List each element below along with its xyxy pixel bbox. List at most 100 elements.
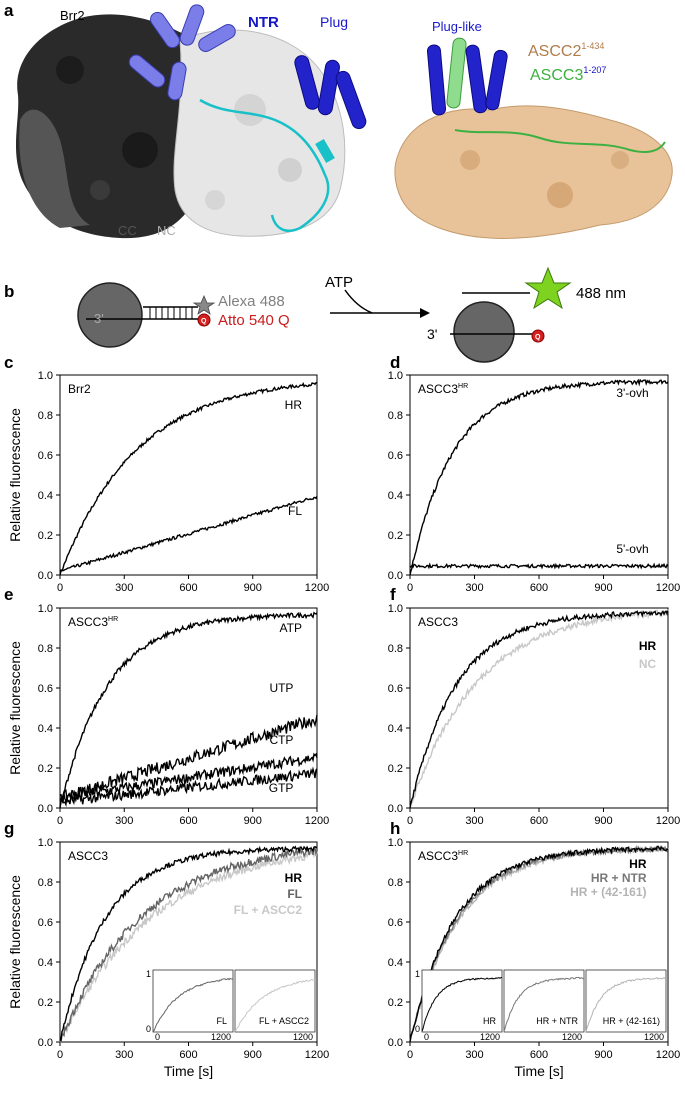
- beta-strand: [315, 138, 335, 164]
- ntr-linker-trace: [199, 98, 330, 232]
- chart-title: ASCC3HR: [68, 615, 118, 629]
- inset-plot: FL + ASCC2 1200: [234, 969, 316, 1042]
- label-ascc2: ASCC21-434: [528, 41, 604, 60]
- chart-title: ASCC3: [418, 615, 458, 629]
- y-tick-label: 0.2: [388, 530, 403, 542]
- three-prime-left: 3': [94, 311, 104, 326]
- y-tick-label: 0.6: [388, 917, 403, 929]
- y-axis-title: Relative fluorescence: [7, 641, 23, 775]
- ntr-helices: [128, 4, 236, 101]
- chart-title: ASCC3HR: [418, 849, 468, 863]
- panel-letter-h: h: [390, 819, 400, 838]
- chart-title: Brr2: [68, 382, 91, 396]
- x-tick-label: 900: [594, 815, 612, 827]
- inset-ytop: 1: [146, 969, 151, 979]
- panel-letter-a: a: [4, 1, 14, 20]
- y-tick-label: 0.4: [388, 957, 403, 969]
- plug-like-helices: [426, 37, 508, 116]
- inset-ybottom: 0: [415, 1024, 420, 1034]
- series-line-5-ovh: [409, 562, 669, 570]
- fluorophore-star-small: [192, 294, 216, 315]
- inset-series-line: [152, 977, 234, 1033]
- inset-xright: 1200: [480, 1032, 500, 1042]
- panel-letter-g: g: [4, 819, 14, 838]
- series-line-fl: [59, 495, 318, 572]
- y-tick-label: 1.0: [388, 370, 403, 382]
- x-tick-label: 0: [407, 1049, 413, 1061]
- y-tick-label: 1.0: [388, 837, 403, 849]
- y-tick-label: 0.8: [38, 643, 53, 655]
- panel-letter-f: f: [390, 585, 396, 604]
- y-tick-label: 0.4: [38, 490, 53, 502]
- series-label: NC: [639, 657, 657, 671]
- x-tick-label: 300: [465, 1049, 483, 1061]
- series-label: CTP: [269, 733, 293, 747]
- fluorophore-star-large: [524, 266, 572, 310]
- y-tick-label: 0.6: [38, 683, 53, 695]
- y-tick-label: 0.4: [388, 723, 403, 735]
- x-tick-label: 0: [57, 815, 63, 827]
- x-tick-label: 300: [465, 815, 483, 827]
- x-tick-label: 600: [179, 815, 197, 827]
- chart-panel-c: c 0 300 600 900 1200 0.0 0.2 0.4 0.6 0.8 1.0 Relativ…: [4, 353, 329, 594]
- quencher-left: [197, 313, 211, 327]
- panel-a: a: [4, 1, 673, 239]
- x-tick-label: 900: [244, 815, 262, 827]
- inset-frame: [421, 969, 503, 1033]
- series-line-hr: [409, 609, 669, 809]
- series-label: GTP: [269, 781, 294, 795]
- y-tick-label: 0.8: [38, 877, 53, 889]
- atp-curve: [344, 289, 373, 314]
- series-label: HR: [629, 857, 647, 871]
- x-tick-label: 900: [244, 582, 262, 594]
- y-tick-label: 0.0: [388, 803, 403, 815]
- inset-frame: [585, 969, 667, 1033]
- label-atp: ATP: [325, 274, 353, 291]
- chart-panel-e: e 0 300 600 900 1200 0.0 0.2 0.4 0.6 0.8 1.0 Relativ…: [4, 585, 329, 827]
- y-tick-label: 0.2: [38, 530, 53, 542]
- label-plug-like: Plug-like: [432, 19, 482, 34]
- label-brr2: Brr2: [60, 8, 85, 23]
- series-label: HR: [285, 398, 303, 412]
- x-tick-label: 1200: [656, 815, 680, 827]
- x-tick-label: 600: [179, 582, 197, 594]
- x-tick-label: 1200: [305, 1049, 329, 1061]
- y-axis-title: Relative fluorescence: [7, 875, 23, 1009]
- series-line-hr: [59, 381, 318, 576]
- x-tick-label: 600: [530, 582, 548, 594]
- series-line-hr: [409, 845, 669, 1043]
- x-tick-label: 600: [530, 1049, 548, 1061]
- series-label: HR + (42-161): [570, 885, 646, 899]
- reaction-arrowhead: [420, 308, 430, 318]
- series-label: HR: [285, 871, 303, 885]
- x-tick-label: 0: [57, 582, 63, 594]
- label-ntr: NTR: [248, 14, 279, 31]
- inset-label: HR + NTR: [536, 1016, 578, 1026]
- panel-letter-b: b: [4, 282, 14, 301]
- series-label: HR + NTR: [591, 871, 647, 885]
- ascc2-surface: [394, 105, 673, 239]
- x-tick-label: 0: [57, 1049, 63, 1061]
- y-tick-label: 1.0: [38, 837, 53, 849]
- y-tick-label: 0.8: [388, 643, 403, 655]
- inset-label: FL + ASCC2: [259, 1016, 309, 1026]
- series-label: UTP: [269, 681, 293, 695]
- brr2-nc-surface: [173, 29, 346, 237]
- y-tick-label: 0.4: [38, 957, 53, 969]
- y-tick-label: 0.2: [388, 763, 403, 775]
- y-tick-label: 0.0: [388, 570, 403, 582]
- x-tick-label: 300: [465, 582, 483, 594]
- series-label: FL + ASCC2: [234, 903, 303, 917]
- brr2-cc-surface: [15, 14, 214, 239]
- y-tick-label: 0.4: [388, 490, 403, 502]
- inset-xright: 1200: [562, 1032, 582, 1042]
- inset-label: HR + (42-161): [603, 1016, 660, 1026]
- inset-series-line: [585, 976, 667, 1033]
- inset-plot: HR 1 00 1200: [415, 969, 503, 1042]
- y-tick-label: 0.2: [388, 997, 403, 1009]
- y-tick-label: 0.4: [38, 723, 53, 735]
- chart-title: ASCC3: [68, 849, 108, 863]
- quencher-right-label: Q: [535, 334, 541, 341]
- y-tick-label: 0.8: [388, 877, 403, 889]
- x-tick-label: 300: [115, 815, 133, 827]
